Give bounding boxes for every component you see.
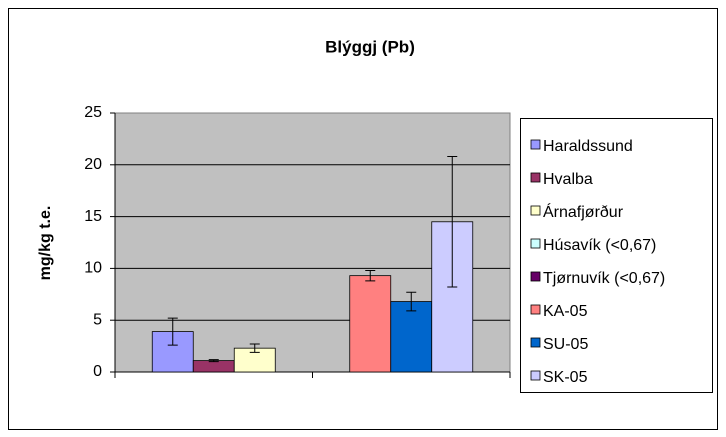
y-tick-label: 10 [84,260,102,277]
y-tick-label: 20 [84,156,102,173]
y-tick-label: 5 [93,311,102,328]
bar [349,275,392,373]
legend-label: SK-05 [543,369,588,386]
error-bar [249,343,260,353]
legend-swatch [530,304,541,315]
error-bar [365,269,376,282]
legend-swatch [530,205,541,216]
y-axis-label: mg/kg t.e. [37,206,54,281]
legend-label: Húsavík (<0,67) [543,237,656,254]
legend-label: KA-05 [543,303,588,320]
error-bar [406,291,417,312]
legend-swatch [530,370,541,381]
legend-label: Tjørnuvík (<0,67) [543,270,665,287]
legend-label: Hvalba [543,171,593,188]
y-tick-label: 15 [84,208,102,225]
y-tick-label: 0 [93,363,102,380]
legend-swatch [530,271,541,282]
chart-title: Blýggj (Pb) [325,37,415,56]
error-bar [447,156,458,288]
error-bar [167,317,178,346]
legend-swatch [530,139,541,150]
bar [390,301,433,373]
bar [192,360,235,373]
legend-swatch [530,172,541,183]
legend-box [520,118,713,393]
legend-swatch [530,238,541,249]
error-bar [208,359,219,363]
legend-label: Árnafjørður [543,202,624,221]
legend-swatch [530,337,541,348]
y-tick-label: 25 [84,104,102,121]
legend-label: Haraldssund [543,138,633,155]
legend-label: SU-05 [543,336,588,353]
